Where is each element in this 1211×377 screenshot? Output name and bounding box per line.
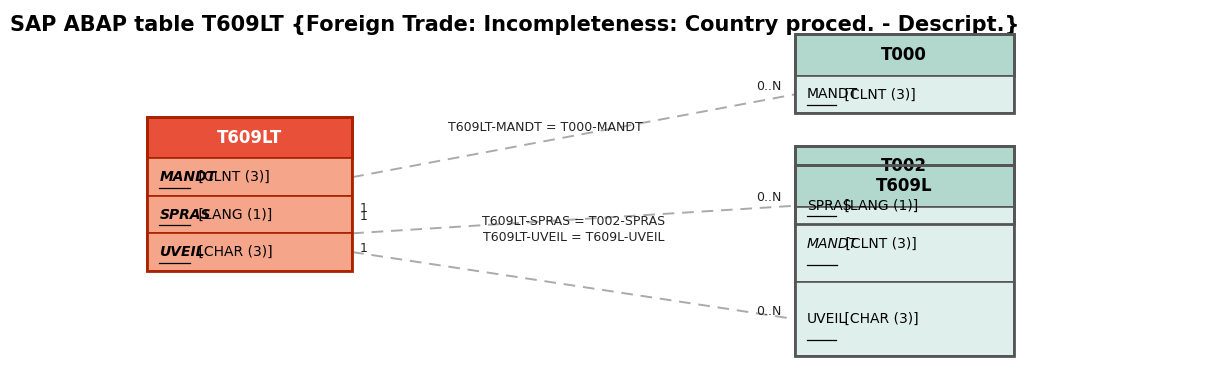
Bar bbox=[148, 196, 352, 233]
Text: T609L: T609L bbox=[876, 177, 932, 195]
Bar bbox=[794, 146, 1014, 187]
Bar bbox=[794, 207, 1014, 282]
Text: 0..N: 0..N bbox=[756, 192, 781, 204]
Text: 0..N: 0..N bbox=[756, 305, 781, 318]
Bar bbox=[148, 158, 352, 196]
Bar bbox=[148, 117, 352, 158]
Text: 1: 1 bbox=[360, 202, 367, 215]
Bar bbox=[794, 166, 1014, 207]
Text: SPRAS: SPRAS bbox=[807, 199, 851, 213]
Bar bbox=[148, 233, 352, 271]
Text: MANDT: MANDT bbox=[807, 237, 857, 251]
Text: T609LT-UVEIL = T609L-UVEIL: T609LT-UVEIL = T609L-UVEIL bbox=[483, 231, 665, 244]
Text: T609LT: T609LT bbox=[217, 129, 282, 147]
Text: [CLNT (3)]: [CLNT (3)] bbox=[194, 170, 269, 184]
Text: SAP ABAP table T609LT {Foreign Trade: Incompleteness: Country proced. - Descript: SAP ABAP table T609LT {Foreign Trade: In… bbox=[10, 15, 1020, 35]
Text: [CLNT (3)]: [CLNT (3)] bbox=[839, 87, 916, 101]
Bar bbox=[794, 146, 1014, 224]
Bar bbox=[794, 76, 1014, 113]
Text: MANDT: MANDT bbox=[807, 87, 859, 101]
Bar bbox=[794, 34, 1014, 76]
Text: [LANG (1)]: [LANG (1)] bbox=[839, 199, 918, 213]
Text: 1: 1 bbox=[360, 242, 367, 254]
Text: T609LT-SPRAS = T002-SPRAS: T609LT-SPRAS = T002-SPRAS bbox=[482, 215, 665, 228]
Bar bbox=[794, 282, 1014, 357]
Bar bbox=[794, 34, 1014, 113]
Text: MANDT: MANDT bbox=[160, 170, 217, 184]
Text: UVEIL: UVEIL bbox=[807, 312, 846, 326]
Text: UVEIL: UVEIL bbox=[160, 245, 205, 259]
Bar bbox=[794, 187, 1014, 224]
Text: [CHAR (3)]: [CHAR (3)] bbox=[839, 312, 918, 326]
Text: [LANG (1)]: [LANG (1)] bbox=[194, 208, 271, 222]
Text: T609LT-MANDT = T000-MANDT: T609LT-MANDT = T000-MANDT bbox=[448, 121, 643, 135]
Text: T002: T002 bbox=[882, 157, 928, 175]
Text: 1: 1 bbox=[360, 210, 367, 223]
Bar bbox=[148, 117, 352, 271]
Text: [CHAR (3)]: [CHAR (3)] bbox=[194, 245, 272, 259]
Bar bbox=[794, 166, 1014, 357]
Text: 0..N: 0..N bbox=[756, 80, 781, 93]
Text: SPRAS: SPRAS bbox=[160, 208, 211, 222]
Text: [CLNT (3)]: [CLNT (3)] bbox=[842, 237, 917, 251]
Text: T000: T000 bbox=[882, 46, 928, 64]
